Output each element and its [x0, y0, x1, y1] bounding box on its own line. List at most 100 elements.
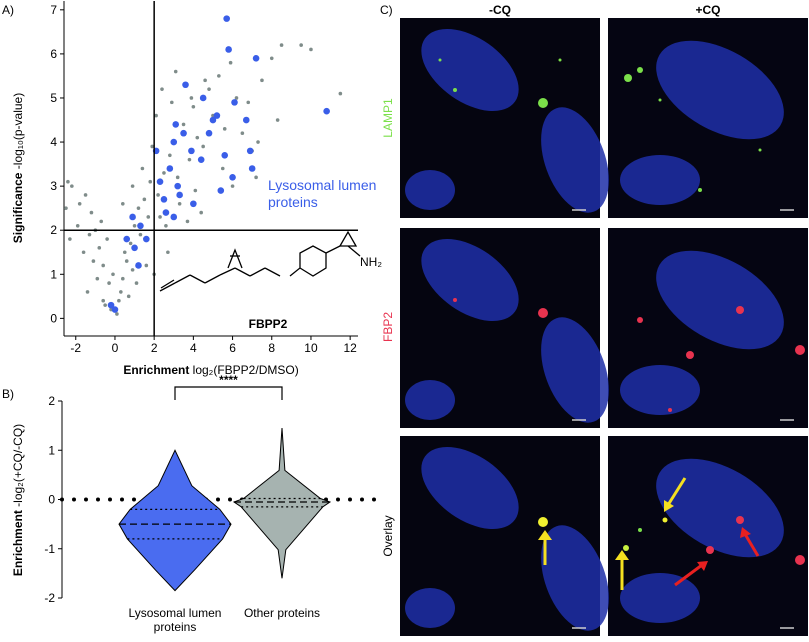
point — [174, 182, 181, 190]
point — [91, 259, 96, 263]
point — [254, 175, 258, 180]
point — [205, 129, 213, 137]
point — [187, 157, 192, 162]
point — [137, 222, 144, 230]
point — [126, 294, 131, 299]
point — [143, 235, 150, 243]
point — [230, 184, 235, 188]
point — [131, 244, 138, 252]
point — [142, 197, 147, 202]
point — [170, 213, 178, 221]
point — [64, 206, 68, 210]
y-axis-title-text: -log₂(+CQ/-CQ) — [11, 424, 25, 507]
column-label: +CQ — [695, 3, 720, 17]
x-axis-title-text: log₂(FBPP2/DMSO) — [193, 363, 299, 377]
y-tick-label: 3 — [50, 179, 57, 193]
point — [66, 179, 70, 184]
panel-label: C) — [380, 3, 393, 17]
point — [269, 56, 274, 61]
point — [217, 187, 225, 194]
point — [122, 250, 127, 255]
nuclei — [405, 28, 784, 631]
x-tick-label: 10 — [304, 341, 318, 355]
point — [193, 188, 198, 193]
point — [115, 312, 119, 316]
point — [221, 151, 229, 159]
point — [68, 237, 72, 241]
point — [119, 290, 123, 294]
point — [128, 241, 133, 246]
arrows — [538, 477, 760, 590]
y-tick-label: -2 — [44, 591, 55, 605]
y-tick-label: 5 — [50, 91, 57, 105]
point — [168, 153, 172, 158]
point — [101, 263, 105, 268]
point — [111, 272, 115, 277]
violin — [118, 449, 232, 592]
point — [207, 87, 211, 91]
point — [134, 281, 139, 285]
point — [175, 175, 180, 180]
point — [130, 268, 135, 272]
fbp2-puncta — [453, 298, 805, 412]
overlay-puncta — [538, 516, 805, 565]
point — [222, 127, 227, 131]
point — [275, 118, 280, 122]
y-tick-label: 6 — [50, 47, 57, 61]
point — [101, 298, 105, 303]
point — [97, 246, 102, 250]
point — [75, 224, 80, 228]
point — [189, 96, 194, 100]
point — [130, 184, 135, 188]
x-axis-title: Enrichment log₂(FBPP2/DMSO) — [123, 363, 298, 377]
x-tick-label: 6 — [229, 341, 236, 355]
y-axis-title-bold: Significance — [11, 172, 25, 243]
y-tick-label: 1 — [50, 267, 57, 281]
point — [166, 250, 170, 255]
x-tick-label: Lysosomal lumen proteins — [128, 606, 222, 634]
point — [181, 122, 186, 127]
point — [95, 276, 100, 281]
point — [81, 250, 86, 255]
row-label: Overlay — [381, 515, 395, 556]
point — [135, 262, 142, 269]
significance-bracket — [174, 386, 283, 400]
y-axis-title: Significance -log₁₀(p-value) — [11, 93, 25, 243]
y-axis-title-text: -log₁₀(p-value) — [11, 93, 25, 169]
violin — [232, 428, 332, 579]
point — [148, 179, 153, 184]
point — [201, 144, 205, 149]
point — [228, 60, 233, 65]
point — [146, 215, 151, 219]
point — [162, 171, 166, 175]
x-tick-label: 0 — [112, 341, 119, 355]
point — [199, 94, 207, 102]
point — [173, 69, 178, 74]
point — [256, 140, 260, 144]
x-tick-label: 2 — [151, 341, 158, 355]
compound-label: FBPP2 — [249, 317, 288, 331]
scale-bars — [572, 209, 794, 629]
point — [309, 47, 313, 52]
y-tick-label: -1 — [44, 542, 55, 556]
point — [160, 87, 164, 91]
x-tick-label: -2 — [70, 341, 81, 355]
lamp1-puncta — [438, 58, 762, 192]
point — [248, 165, 256, 172]
point — [123, 235, 131, 243]
point — [170, 138, 178, 146]
significance: **** — [219, 373, 238, 387]
point — [231, 99, 238, 106]
point — [246, 147, 254, 155]
y-axis-title: Enrichment -log₂(+CQ/-CQ) — [11, 424, 25, 576]
column-label: -CQ — [489, 3, 511, 17]
x-tick-label: Other proteins — [243, 606, 321, 620]
y-tick-label: 7 — [50, 3, 57, 17]
x-axis-title-bold: Enrichment — [123, 363, 189, 377]
point — [182, 81, 189, 89]
point — [150, 144, 154, 149]
panel-label: A) — [2, 3, 14, 17]
point — [191, 104, 196, 109]
point — [87, 232, 92, 237]
